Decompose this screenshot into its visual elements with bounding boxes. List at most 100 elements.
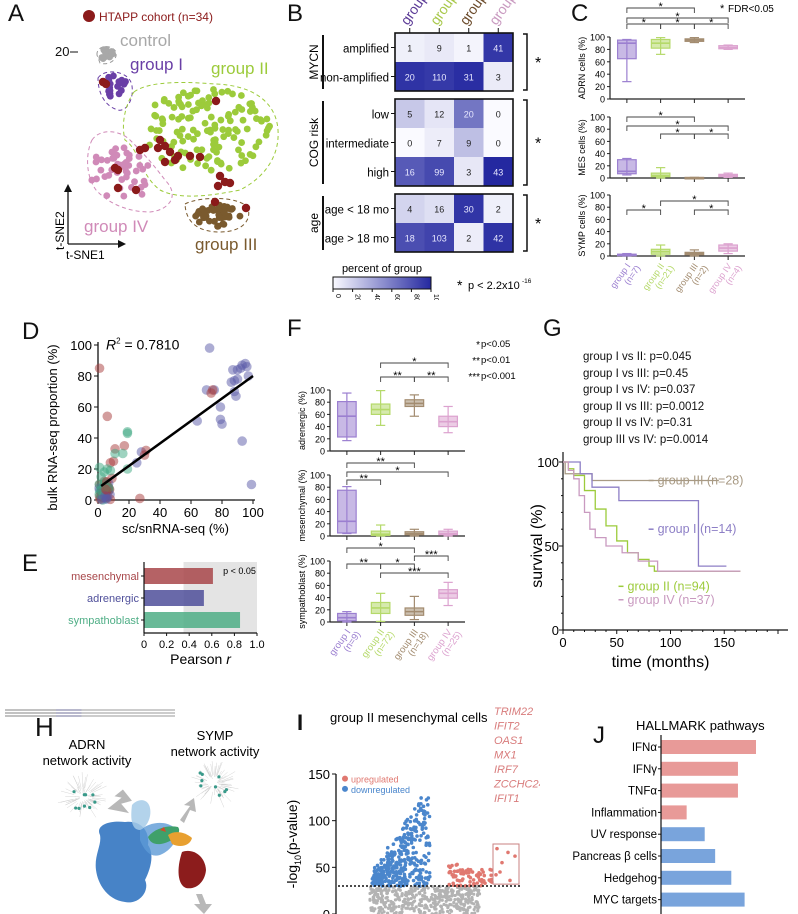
- y-axis-label: ADRN cells (%): [577, 37, 587, 100]
- volcano-point-ns: [409, 897, 413, 901]
- volcano-point-down: [386, 857, 390, 862]
- significance-stars: *: [709, 17, 714, 29]
- group-ii-cell: [193, 130, 201, 138]
- volcano-point-ns: [473, 905, 477, 909]
- htapp-sample-dot: [170, 155, 180, 165]
- group-iv-cell: [103, 156, 111, 164]
- panel-h-label: H: [35, 712, 54, 742]
- network-edge: [71, 786, 79, 794]
- network-node: [224, 788, 229, 792]
- x-tick-label: 0.8: [227, 639, 242, 651]
- scatter-point-mesenchymal: [119, 440, 130, 451]
- group-iv-cell: [141, 181, 149, 188]
- group-ii-cell: [233, 127, 241, 135]
- scatter-point-adrenergic: [215, 402, 226, 412]
- volcano-point-down: [395, 875, 400, 879]
- group-iv-cell: [144, 162, 152, 169]
- group-ii-cell: [225, 164, 233, 172]
- arrow-to-adrn-icon: [107, 789, 132, 814]
- volcano-point-top: [506, 850, 510, 855]
- network-edge: [84, 800, 87, 805]
- volcano-point-down: [386, 879, 391, 884]
- survival-curve: [563, 461, 727, 567]
- label-group-i: group I: [130, 55, 183, 74]
- volcano-point-up: [488, 867, 492, 872]
- network-edge: [72, 775, 80, 789]
- network-edge: [222, 771, 236, 780]
- stat-line: group III vs IV: p=0.0014: [583, 433, 709, 446]
- volcano-point-ns: [396, 897, 400, 901]
- group-ii-cell: [238, 139, 246, 146]
- volcano-point-ns: [422, 910, 427, 914]
- volcano-point-down: [409, 831, 414, 836]
- volcano-point-top: [513, 854, 517, 858]
- significance-bracket: [413, 376, 449, 382]
- y-axis-label: -log10(p-value): [284, 800, 303, 889]
- colorbar: [332, 276, 432, 290]
- network-edge: [203, 763, 211, 776]
- y-tick-label: 0: [600, 95, 605, 105]
- network-edge: [221, 778, 234, 783]
- network-edge: [204, 765, 211, 777]
- volcano-point-down: [380, 879, 384, 884]
- volcano-point-ns: [446, 890, 450, 894]
- label-group-ii: group II: [211, 59, 269, 78]
- control-cluster-outline: [96, 46, 117, 65]
- volcano-point-down: [397, 869, 402, 874]
- volcano-title: group II mesenchymal cells: [330, 710, 488, 725]
- scatter-point-adrenergic: [131, 458, 142, 468]
- volcano-point-ns: [458, 893, 462, 897]
- volcano-point-ns: [390, 890, 395, 894]
- group-ii-cell: [237, 92, 245, 99]
- network-edge: [220, 790, 232, 802]
- volcano-point-down: [418, 868, 422, 872]
- volcano-point-ns: [383, 905, 388, 909]
- x-tick-label: 1.0: [249, 639, 264, 651]
- x-tick-label: 100: [660, 635, 682, 650]
- significance-stars: *: [378, 541, 383, 553]
- volcano-point-ns: [412, 899, 417, 903]
- network-node: [217, 793, 221, 797]
- heatmap-cell-value: 41: [493, 44, 503, 54]
- volcano-point-ns: [414, 893, 418, 897]
- group-ii-cell: [203, 154, 211, 162]
- htapp-sample-dot: [113, 183, 123, 193]
- group-iv-cell: [132, 167, 140, 175]
- network-edge: [57, 799, 74, 803]
- volcano-point-ns: [391, 900, 395, 905]
- colorbar-tick-label: 40: [373, 294, 380, 300]
- volcano-point-ns: [409, 891, 413, 895]
- group-iv-cell: [120, 160, 128, 168]
- panel-g-label: G: [543, 315, 562, 342]
- heatmap-cell: [483, 62, 513, 91]
- box-iqr: [336, 400, 357, 438]
- network-node: [74, 806, 78, 810]
- volcano-point-ns: [412, 889, 417, 893]
- volcano-point-ns: [404, 890, 408, 895]
- volcano-point-up: [460, 868, 465, 872]
- significance-bracket: [626, 7, 695, 13]
- significance-star: *: [535, 216, 541, 233]
- volcano-point-down: [422, 853, 426, 858]
- significance-stars: *: [642, 203, 647, 215]
- heatmap-cell-value: 5: [407, 110, 412, 120]
- heatmap-cell-value: 4: [407, 205, 412, 215]
- category-label: mesenchymal: [71, 571, 139, 583]
- volcano-point-ns: [380, 911, 384, 914]
- r-squared-annotation: R2 = 0.7810: [106, 337, 180, 353]
- volcano-point-down: [409, 815, 413, 819]
- volcano-point-down: [391, 876, 395, 880]
- control-cell: [100, 46, 108, 54]
- pathway-label: IFNα: [632, 742, 658, 754]
- gene-label: OAS1: [494, 735, 523, 747]
- tsne2-label: t-SNE2: [53, 211, 67, 250]
- volcano-point-up: [452, 869, 457, 874]
- group-ii-cell: [186, 114, 194, 122]
- category-label: sympathoblast: [68, 615, 139, 627]
- volcano-point-down: [414, 813, 419, 817]
- volcano-point-ns: [384, 896, 388, 900]
- group-iv-cell: [123, 149, 131, 157]
- group-ii-cell: [170, 138, 178, 146]
- y-tick-label: 40: [315, 593, 325, 603]
- volcano-point-down: [391, 870, 396, 874]
